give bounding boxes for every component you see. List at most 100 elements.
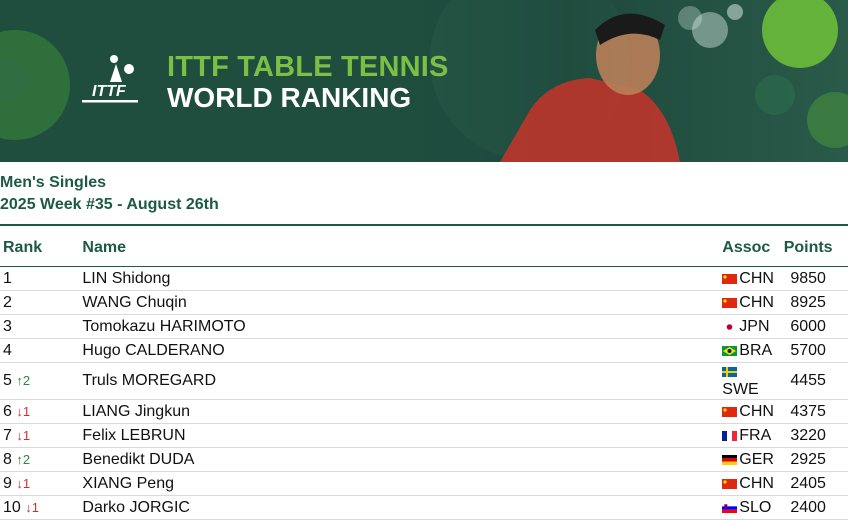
column-header-assoc[interactable]: Assoc <box>615 230 775 267</box>
table-row[interactable]: 8 ↑2 Benedikt DUDA GER 2925 <box>0 447 848 472</box>
chn-flag-icon <box>722 475 739 492</box>
rank-change-down: ↓1 <box>16 427 31 443</box>
player-name[interactable]: WANG Chuqin <box>82 290 616 315</box>
assoc-cell: SLO <box>615 495 775 520</box>
bra-flag-icon <box>722 342 739 359</box>
assoc-code: SLO <box>739 498 772 516</box>
rank-number: 7 <box>3 426 12 444</box>
table-row[interactable]: 7 ↓1 Felix LEBRUN FRA 3220 <box>0 423 848 448</box>
table-row[interactable]: 1 LIN Shidong CHN 9850 <box>0 266 848 291</box>
svg-text:ITTF: ITTF <box>92 83 127 100</box>
table-row[interactable]: 3 Tomokazu HARIMOTO JPN 6000 <box>0 314 848 339</box>
assoc-code: BRA <box>739 341 773 359</box>
banner-title-line2: WORLD RANKING <box>167 82 412 113</box>
header-banner: ITTF ITTF TABLE TENNIS WORLD RANKING <box>0 0 848 162</box>
player-name[interactable]: Truls MOREGARD <box>82 362 616 400</box>
ittf-logo-icon: ITTF <box>82 55 138 103</box>
player-name[interactable]: Tomokazu HARIMOTO <box>82 314 616 339</box>
assoc-code: GER <box>739 450 774 468</box>
divider <box>0 224 848 226</box>
rank-change-down: ↓1 <box>25 499 39 515</box>
assoc-cell: SWE <box>615 362 775 400</box>
player-photo <box>380 0 848 162</box>
assoc-code: CHN <box>739 474 774 492</box>
points-cell: 4455 <box>774 362 848 400</box>
week-label: 2025 Week #35 - August 26th <box>0 196 219 213</box>
rank-cell: 5 ↑2 <box>0 362 83 400</box>
rank-cell: 1 <box>0 266 83 291</box>
chn-flag-icon <box>722 270 739 287</box>
player-name[interactable]: Felix LEBRUN <box>82 423 616 448</box>
points-cell: 4375 <box>774 399 848 424</box>
assoc-cell: CHN <box>615 471 775 496</box>
rank-cell: 7 ↓1 <box>0 423 83 448</box>
points-cell: 9850 <box>774 266 848 291</box>
rank-number: 9 <box>3 474 12 492</box>
points-cell: 5700 <box>774 338 848 363</box>
rank-change-up: ↑2 <box>16 373 31 388</box>
chn-flag-icon <box>722 403 739 420</box>
points-cell: 3220 <box>774 423 848 448</box>
rank-number: 8 <box>3 450 12 468</box>
slo-flag-icon <box>722 499 739 516</box>
player-silhouette-image <box>500 0 848 162</box>
rank-number: 2 <box>3 293 12 311</box>
rank-change-up: ↑2 <box>16 451 31 467</box>
column-header-rank[interactable]: Rank <box>0 230 83 267</box>
assoc-code: CHN <box>739 269 774 287</box>
category-label: Men's Singles <box>0 174 107 191</box>
fra-flag-icon <box>722 427 739 444</box>
assoc-cell: JPN <box>615 314 775 339</box>
points-cell: 6000 <box>774 314 848 339</box>
table-header-row: Rank Name Assoc Points <box>0 230 848 267</box>
assoc-code: CHN <box>739 293 774 311</box>
assoc-cell: BRA <box>615 338 775 363</box>
points-cell: 8925 <box>774 290 848 315</box>
assoc-cell: CHN <box>615 266 775 291</box>
table-row[interactable]: 4 Hugo CALDERANO BRA 5700 <box>0 338 848 363</box>
table-row[interactable]: 10 ↓1 Darko JORGIC SLO 2400 <box>0 495 848 520</box>
rank-cell: 4 <box>0 338 83 363</box>
player-name[interactable]: Darko JORGIC <box>82 495 616 520</box>
table-row[interactable]: 5 ↑2 Truls MOREGARD SWE 4455 <box>0 362 848 400</box>
rank-number: 3 <box>3 317 12 335</box>
swe-flag-icon <box>722 363 739 380</box>
player-name[interactable]: LIANG Jingkun <box>82 399 616 424</box>
ittf-logo: ITTF <box>80 52 142 108</box>
player-name[interactable]: Hugo CALDERANO <box>82 338 616 363</box>
assoc-cell: CHN <box>615 399 775 424</box>
ranking-table: Rank Name Assoc Points 1 LIN Shidong CHN 98… <box>0 230 848 520</box>
points-cell: 2400 <box>774 495 848 520</box>
assoc-cell: FRA <box>615 423 775 448</box>
chn-flag-icon <box>722 294 739 311</box>
rank-number: 6 <box>3 402 12 420</box>
player-name[interactable]: Benedikt DUDA <box>82 447 616 472</box>
points-cell: 2925 <box>774 447 848 472</box>
rank-cell: 9 ↓1 <box>0 471 83 496</box>
table-row[interactable]: 9 ↓1 XIANG Peng CHN 2405 <box>0 471 848 496</box>
column-header-points[interactable]: Points <box>774 230 848 267</box>
assoc-cell: GER <box>615 447 775 472</box>
rank-cell: 3 <box>0 314 83 339</box>
rank-number: 5 <box>3 372 12 389</box>
assoc-code: SWE <box>722 381 759 398</box>
player-name[interactable]: LIN Shidong <box>82 266 616 291</box>
table-row[interactable]: 2 WANG Chuqin CHN 8925 <box>0 290 848 315</box>
assoc-code: CHN <box>739 402 774 420</box>
column-header-assoc-label: Assoc <box>722 239 771 256</box>
assoc-code: FRA <box>739 426 772 444</box>
jpn-flag-icon <box>722 318 739 335</box>
points-cell: 2405 <box>774 471 848 496</box>
rank-cell: 10 ↓1 <box>0 495 83 520</box>
rank-number: 10 <box>3 498 21 516</box>
player-name[interactable]: XIANG Peng <box>82 471 616 496</box>
table-row[interactable]: 6 ↓1 LIANG Jingkun CHN 4375 <box>0 399 848 424</box>
rank-cell: 8 ↑2 <box>0 447 83 472</box>
column-header-name[interactable]: Name <box>82 230 616 267</box>
rank-number: 4 <box>3 341 12 359</box>
rank-cell: 6 ↓1 <box>0 399 83 424</box>
assoc-cell: CHN <box>615 290 775 315</box>
rank-cell: 2 <box>0 290 83 315</box>
rank-number: 1 <box>3 269 12 287</box>
rank-change-down: ↓1 <box>16 475 31 491</box>
